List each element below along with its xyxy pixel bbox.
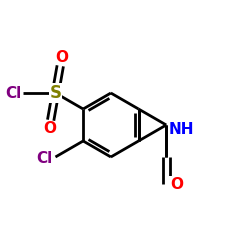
Text: O: O — [43, 122, 56, 136]
Text: O: O — [55, 50, 68, 64]
Text: Cl: Cl — [5, 86, 21, 100]
Text: Cl: Cl — [37, 151, 53, 166]
Text: NH: NH — [169, 122, 194, 138]
Text: S: S — [50, 84, 62, 102]
Text: O: O — [170, 177, 183, 192]
